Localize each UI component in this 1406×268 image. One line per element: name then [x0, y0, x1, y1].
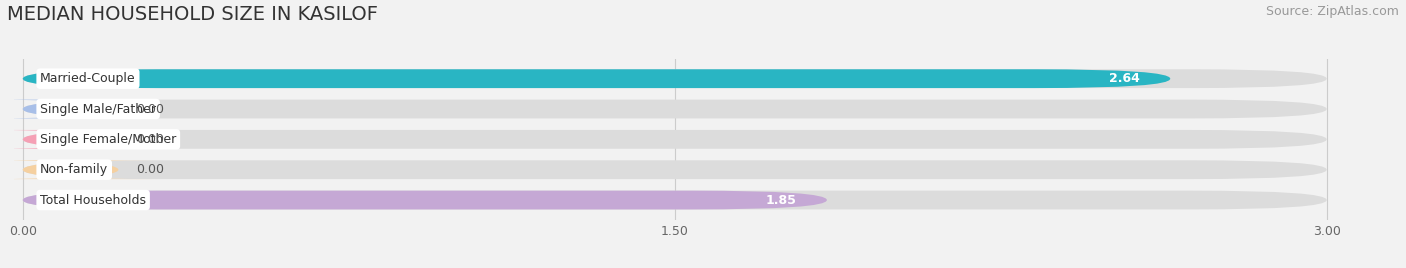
Text: 0.00: 0.00 — [136, 133, 163, 146]
Text: Single Female/Mother: Single Female/Mother — [41, 133, 176, 146]
FancyBboxPatch shape — [22, 130, 1327, 149]
Text: 1.85: 1.85 — [766, 193, 796, 207]
FancyBboxPatch shape — [22, 69, 1327, 88]
Text: Non-family: Non-family — [41, 163, 108, 176]
FancyBboxPatch shape — [0, 130, 157, 149]
Text: Source: ZipAtlas.com: Source: ZipAtlas.com — [1265, 5, 1399, 18]
Text: Married-Couple: Married-Couple — [41, 72, 136, 85]
FancyBboxPatch shape — [22, 100, 1327, 118]
Text: Single Male/Father: Single Male/Father — [41, 103, 156, 116]
Text: MEDIAN HOUSEHOLD SIZE IN KASILOF: MEDIAN HOUSEHOLD SIZE IN KASILOF — [7, 5, 378, 24]
FancyBboxPatch shape — [0, 160, 157, 179]
FancyBboxPatch shape — [22, 191, 1327, 210]
Text: 2.64: 2.64 — [1109, 72, 1140, 85]
Text: 0.00: 0.00 — [136, 163, 163, 176]
Text: 0.00: 0.00 — [136, 103, 163, 116]
FancyBboxPatch shape — [22, 191, 827, 210]
FancyBboxPatch shape — [22, 69, 1170, 88]
FancyBboxPatch shape — [22, 160, 1327, 179]
FancyBboxPatch shape — [0, 100, 157, 118]
Text: Total Households: Total Households — [41, 193, 146, 207]
